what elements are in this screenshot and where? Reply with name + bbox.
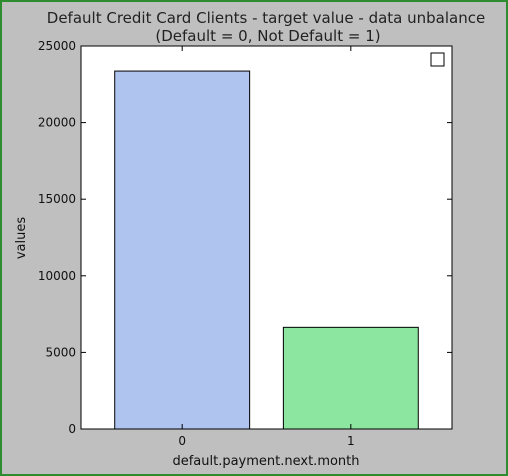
bar-0 (114, 70, 251, 430)
x-tick-label: 1 (347, 434, 355, 448)
x-tick-label: 0 (178, 434, 186, 448)
y-tick-label: 5000 (45, 345, 76, 359)
y-axis-label: values (14, 217, 29, 260)
y-tick-label: 10000 (38, 269, 76, 283)
x-axis-label: default.payment.next.month (172, 454, 359, 469)
chart-title-line2: (Default = 0, Not Default = 1) (155, 27, 380, 45)
chart-title-line1: Default Credit Card Clients - target val… (47, 9, 485, 27)
y-tick-label: 25000 (38, 39, 76, 53)
y-tick-label: 0 (68, 422, 76, 436)
legend-box (430, 52, 445, 67)
bar-1 (282, 326, 419, 430)
y-tick-label: 15000 (38, 192, 76, 206)
y-tick-label: 20000 (38, 116, 76, 130)
